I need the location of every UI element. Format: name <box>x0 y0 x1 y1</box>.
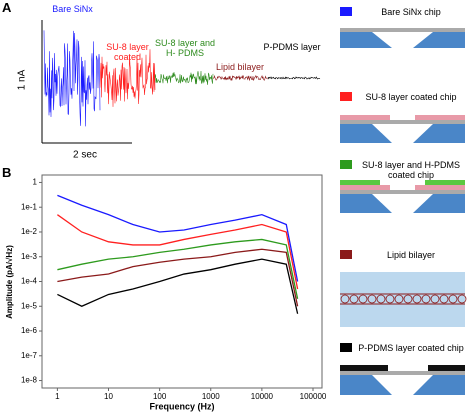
legend-label: P-PDMS layer coated chip <box>358 343 464 353</box>
x-tick-label: 1000 <box>202 392 220 401</box>
y-tick-label: 1e-8 <box>21 376 38 385</box>
x-tick-label: 100 <box>153 392 167 401</box>
x-tick-label: 1 <box>55 392 60 401</box>
x-tick-label: 10 <box>104 392 113 401</box>
x-tick-label: 10000 <box>251 392 274 401</box>
spectrum-line <box>57 248 299 307</box>
legend-label: SU-8 layer and H-PDMS coated chip <box>361 160 461 180</box>
legend-swatch <box>340 250 352 259</box>
scale-y-label: 1 nA <box>17 69 28 90</box>
panel-label: B <box>2 165 12 180</box>
trace-label: SU-8 layer and H- PDMS <box>154 38 216 58</box>
y-tick-label: 1e-6 <box>21 326 38 335</box>
trace-label: Lipid bilayer <box>215 62 265 72</box>
y-tick-label: 1 <box>33 178 38 187</box>
spectrum-line <box>57 258 299 314</box>
y-tick-label: 1e-1 <box>21 202 38 211</box>
current-trace <box>154 71 214 85</box>
plot-frame <box>41 174 323 389</box>
y-tick-label: 1e-2 <box>21 227 38 236</box>
trace-label: Bare SiNx <box>52 4 93 14</box>
scale-x-label: 2 sec <box>73 150 97 161</box>
legend-swatch <box>340 7 352 16</box>
y-tick-label: 1e-3 <box>21 252 38 261</box>
y-tick-label: 1e-5 <box>21 301 38 310</box>
x-tick-label: 100000 <box>300 392 327 401</box>
legend-label: SU-8 layer coated chip <box>365 92 457 102</box>
legend-label: Lipid bilayer <box>386 250 436 260</box>
legend-swatch <box>340 92 352 101</box>
legend-swatch <box>340 160 352 169</box>
legend-swatch <box>340 343 352 352</box>
y-axis-label: Amplitude (pA/√Hz) <box>5 245 14 319</box>
spectrum-line <box>57 194 299 282</box>
current-trace <box>212 74 269 82</box>
panel-label: A <box>2 0 12 15</box>
current-trace <box>43 30 101 127</box>
trace-label: SU-8 layer coated <box>106 42 149 62</box>
current-trace <box>99 49 156 107</box>
y-tick-label: 1e-4 <box>21 277 38 286</box>
y-tick-label: 1e-7 <box>21 351 38 360</box>
legend-label: Bare SiNx chip <box>381 7 441 17</box>
schematics <box>340 28 467 395</box>
current-trace <box>267 76 321 80</box>
trace-label: P-PDMS layer <box>263 42 321 52</box>
spectrum-line <box>57 238 299 299</box>
x-axis-label: Frequency (Hz) <box>149 401 214 411</box>
spectrum-line <box>57 214 299 290</box>
